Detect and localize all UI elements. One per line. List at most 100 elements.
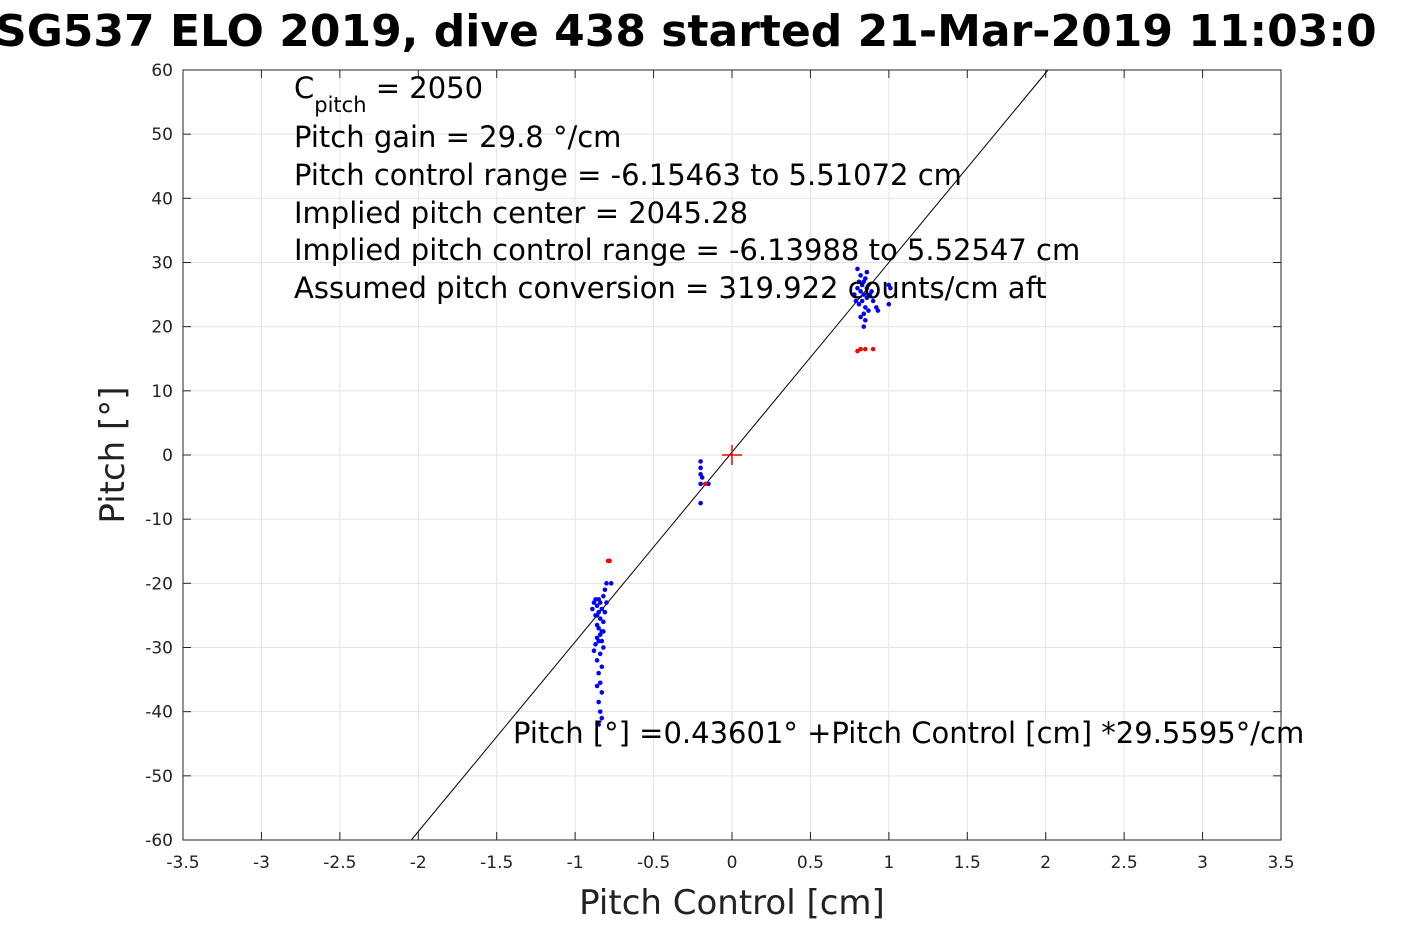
data-point: [594, 658, 600, 663]
data-point: [597, 651, 603, 657]
data-point: [863, 276, 868, 281]
y-tick-label: -20: [145, 574, 173, 594]
annotation-pitch-conversion: Assumed pitch conversion = 319.922 count…: [294, 271, 1047, 305]
data-point: [864, 295, 870, 301]
data-point: [602, 587, 608, 593]
x-tick-label: 0.5: [797, 853, 824, 873]
data-point: [698, 481, 703, 487]
scatter-points: [590, 266, 893, 727]
data-point: [698, 500, 703, 506]
data-point: [875, 308, 881, 313]
data-point: [601, 619, 606, 625]
data-point: [597, 632, 603, 637]
data-point: [858, 314, 863, 320]
data-point: [863, 305, 868, 310]
plot-frame: [182, 69, 1282, 841]
data-point: [870, 346, 876, 352]
data-point: [601, 629, 606, 634]
data-point: [869, 289, 874, 294]
annotation-pitch-control-range: Pitch control range = -6.15463 to 5.5107…: [294, 158, 962, 192]
data-point: [593, 597, 598, 602]
data-point: [859, 298, 865, 304]
data-point: [863, 346, 868, 352]
center-marker-group: [722, 445, 742, 465]
x-axis-label: Pitch Control [cm]: [579, 883, 885, 923]
data-point: [604, 581, 609, 586]
data-point: [870, 298, 876, 304]
data-point: [698, 465, 703, 471]
y-tick-label: 40: [151, 189, 173, 209]
data-point: [604, 600, 609, 605]
data-point: [888, 285, 893, 291]
x-tick-label: -3: [253, 853, 270, 873]
data-point: [861, 292, 867, 297]
data-point: [591, 648, 597, 654]
y-tick-label: 20: [151, 318, 173, 338]
annotation-c-pitch-value: = 2050: [367, 71, 484, 105]
x-tick-label: 0: [727, 853, 738, 873]
y-tick-label: 60: [151, 61, 173, 81]
fit-equation-label: Pitch [°] =0.43601° +Pitch Control [cm] …: [513, 716, 1304, 750]
data-point: [596, 699, 601, 705]
data-point: [608, 581, 614, 586]
data-point: [597, 600, 603, 605]
data-point: [597, 709, 603, 714]
data-point: [698, 459, 703, 464]
data-point: [597, 616, 603, 621]
annotation-c-pitch: Cpitch = 2050: [294, 71, 483, 117]
data-point: [858, 346, 863, 352]
data-point: [599, 715, 605, 721]
data-point: [853, 298, 859, 304]
x-tick-label: -2.5: [323, 853, 356, 873]
annotation-implied-control-range: Implied pitch control range = -6.13988 t…: [294, 233, 1080, 267]
x-tick-label: 1.5: [954, 853, 981, 873]
data-point: [602, 609, 608, 615]
data-point: [594, 613, 600, 618]
y-tick-labels: 60 50 40 30 20 10 0 -10 -20 -30 -40 -50 -60: [145, 61, 173, 851]
data-point: [596, 722, 601, 727]
x-tick-label: -3.5: [166, 853, 199, 873]
y-tick-label: 10: [151, 382, 173, 402]
data-point: [863, 317, 868, 323]
data-point: [594, 603, 600, 609]
y-tick-label: -40: [145, 703, 173, 723]
data-point: [593, 641, 598, 647]
data-point: [864, 285, 870, 291]
data-point: [856, 279, 862, 285]
data-point: [864, 269, 870, 275]
x-tick-label: -0.5: [637, 853, 670, 873]
data-point: [866, 308, 871, 313]
annotation-c-pitch-subscript: pitch: [314, 93, 366, 117]
y-axis-label: Pitch [°]: [93, 386, 133, 523]
x-tick-label: 3.5: [1267, 853, 1294, 873]
x-tick-label: 1: [883, 853, 894, 873]
y-tick-label: 30: [151, 254, 173, 274]
data-point: [858, 273, 863, 278]
data-point: [601, 593, 606, 599]
data-point: [599, 690, 605, 695]
chart-title: SG537 ELO 2019, dive 438 started 21-Mar-…: [0, 6, 1377, 57]
x-tick-label: -1: [567, 853, 584, 873]
x-tick-label: -2: [410, 853, 427, 873]
annotation-c-pitch-symbol: C: [294, 71, 314, 105]
y-tick-label: -30: [145, 639, 173, 659]
y-tick-label: -10: [145, 510, 173, 530]
data-point: [856, 301, 862, 307]
data-point: [858, 289, 863, 294]
data-point: [859, 282, 865, 288]
x-tick-label: 2: [1040, 853, 1051, 873]
data-point: [596, 625, 601, 631]
y-tick-label: -50: [145, 767, 173, 787]
data-point: [703, 481, 708, 487]
x-tick-label: 2.5: [1111, 853, 1138, 873]
x-tick-label: 3: [1197, 853, 1208, 873]
annotation-pitch-gain: Pitch gain = 29.8 °/cm: [294, 120, 621, 154]
data-point: [601, 645, 606, 650]
data-point: [886, 301, 892, 307]
data-point: [599, 664, 605, 670]
y-tick-label: 0: [162, 446, 173, 466]
data-point: [607, 558, 612, 564]
y-tick-label: 50: [151, 125, 173, 145]
data-point: [861, 324, 867, 329]
